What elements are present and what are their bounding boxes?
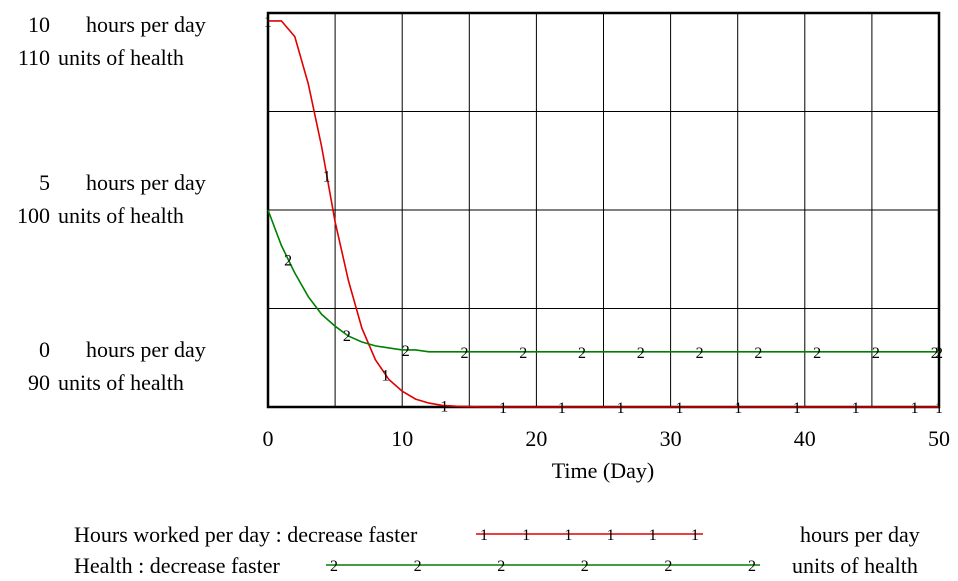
series-marker: 2 <box>284 252 292 269</box>
series-marker: 2 <box>872 345 880 362</box>
series-marker: 1 <box>264 14 272 31</box>
y-tick-unit-health: units of health <box>58 370 184 395</box>
series-line <box>267 209 939 353</box>
legend-swatch-marker: 2 <box>330 558 338 575</box>
legend-swatch-marker: 1 <box>522 527 530 544</box>
series-marker: 2 <box>460 345 468 362</box>
series-marker: 2 <box>754 345 762 362</box>
y-tick-unit-hours: hours per day <box>86 337 206 362</box>
y-tick-label-health: 110 <box>18 45 50 70</box>
series-marker: 1 <box>440 399 448 416</box>
x-tick-label: 30 <box>660 426 682 451</box>
legend-swatch-marker: 2 <box>664 558 672 575</box>
x-tick-label: 40 <box>794 426 816 451</box>
series-marker: 2 <box>343 328 351 345</box>
y-tick-label-hours: 0 <box>39 337 50 362</box>
y-tick-unit-health: units of health <box>58 203 184 228</box>
x-tick-label: 10 <box>391 426 413 451</box>
x-tick-label: 0 <box>263 426 274 451</box>
grid <box>268 13 939 407</box>
series-marker: 1 <box>499 400 507 417</box>
x-tick-label: 20 <box>525 426 547 451</box>
series-marker: 1 <box>793 400 801 417</box>
series-marker: 2 <box>696 345 704 362</box>
legend-swatch-marker: 1 <box>564 527 572 544</box>
series-marker: 2 <box>637 345 645 362</box>
legend-swatch-marker: 2 <box>581 558 589 575</box>
series-marker: 2 <box>578 345 586 362</box>
series-marker: 1 <box>617 400 625 417</box>
series-marker: 2 <box>931 345 939 362</box>
legend-swatch-marker: 1 <box>691 527 699 544</box>
y-tick-label-hours: 10 <box>28 12 50 37</box>
series-marker: 1 <box>323 168 331 185</box>
x-axis-title: Time (Day) <box>552 458 654 483</box>
legend-label: Health : decrease faster <box>74 553 280 578</box>
series-marker: 1 <box>935 400 943 417</box>
legend-item-1: Hours worked per day : decrease faster 1 1… <box>74 522 920 547</box>
legend-label: Hours worked per day : decrease faster <box>74 522 418 547</box>
y-tick-label-health: 100 <box>17 203 50 228</box>
y-tick-unit-health: units of health <box>58 45 184 70</box>
series-marker: 2 <box>935 345 943 362</box>
series-marker: 2 <box>813 345 821 362</box>
legend-swatch-marker: 2 <box>497 558 505 575</box>
series-marker: 1 <box>852 400 860 417</box>
y-tick-label-hours: 5 <box>39 170 50 195</box>
x-tick-label: 50 <box>928 426 950 451</box>
legend-swatch-marker: 1 <box>480 527 488 544</box>
x-axis-labels: 0 10 20 30 40 50 <box>263 426 951 451</box>
y-axis-labels: 10 hours per day 110 units of health 5 hours … <box>17 12 206 395</box>
legend-item-2: Health : decrease faster 2 2 2 2 2 2 units of h… <box>74 553 918 578</box>
series-marker: 1 <box>382 368 390 385</box>
series-marker: 2 <box>519 345 527 362</box>
legend-swatch-marker: 1 <box>607 527 615 544</box>
series-marker: 1 <box>558 400 566 417</box>
legend-swatch-marker: 2 <box>748 558 756 575</box>
y-tick-label-health: 90 <box>28 370 50 395</box>
legend-swatch-marker: 2 <box>414 558 422 575</box>
legend-unit: units of health <box>792 553 918 578</box>
series-marker: 2 <box>402 343 410 360</box>
series-marker: 1 <box>675 400 683 417</box>
series-marker: 1 <box>734 400 742 417</box>
series-line <box>268 20 939 408</box>
y-tick-unit-hours: hours per day <box>86 12 206 37</box>
legend-unit: hours per day <box>800 522 920 547</box>
y-tick-unit-hours: hours per day <box>86 170 206 195</box>
legend-swatch-marker: 1 <box>649 527 657 544</box>
series-marker: 1 <box>911 400 919 417</box>
series-2: 222 2 2 2 2 2 2 2 2 22 <box>267 209 943 362</box>
legend: Hours worked per day : decrease faster 1 1… <box>74 522 920 578</box>
